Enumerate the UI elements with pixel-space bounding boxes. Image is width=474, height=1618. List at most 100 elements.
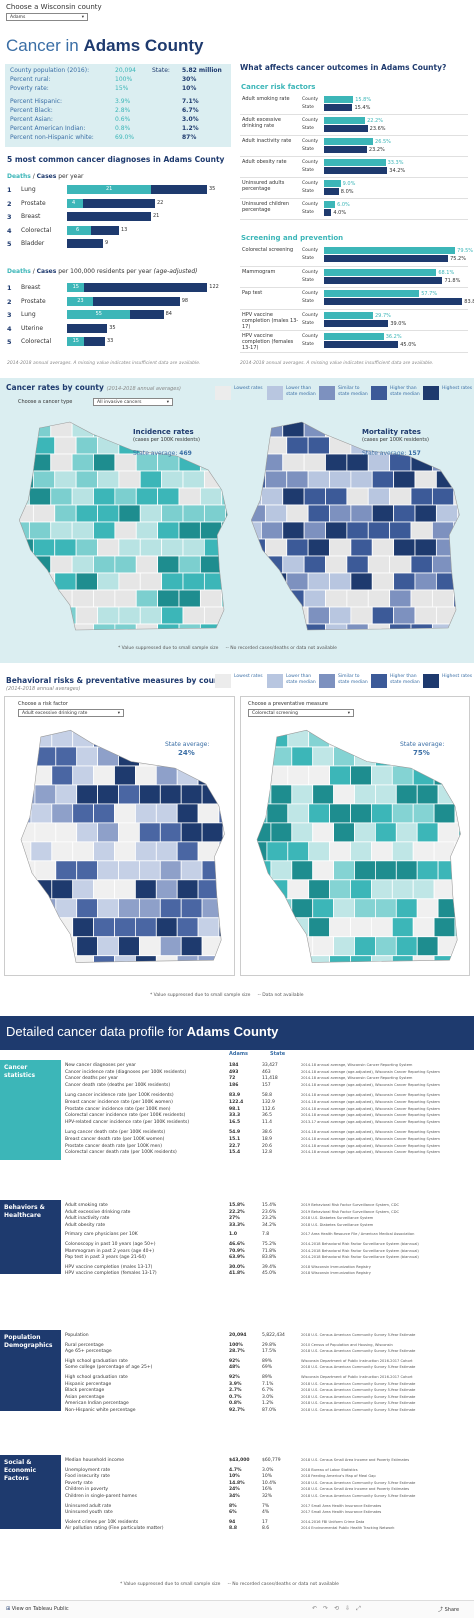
county-shape[interactable] — [431, 589, 455, 608]
county-shape[interactable] — [114, 521, 137, 540]
county-shape[interactable] — [395, 784, 418, 805]
county-shape[interactable] — [225, 436, 233, 455]
county-shape[interactable] — [180, 822, 203, 843]
county-shape[interactable] — [93, 589, 116, 608]
county-shape[interactable] — [118, 746, 140, 767]
county-shape[interactable] — [416, 746, 439, 767]
county-shape[interactable] — [329, 572, 352, 591]
county-shape[interactable] — [30, 728, 53, 748]
county-shape[interactable] — [114, 879, 136, 900]
county-shape[interactable] — [182, 470, 205, 489]
county-shape[interactable] — [367, 555, 391, 574]
county-shape[interactable] — [312, 784, 334, 805]
county-shape[interactable] — [346, 623, 369, 635]
county-shape[interactable] — [75, 606, 98, 625]
county-shape[interactable] — [51, 841, 74, 862]
undo-icon[interactable]: ↶ — [312, 1605, 324, 1612]
county-shape[interactable] — [287, 955, 310, 968]
county-shape[interactable] — [371, 572, 395, 591]
county-shape[interactable] — [34, 936, 57, 957]
county-shape[interactable] — [10, 955, 32, 968]
county-shape[interactable] — [453, 420, 465, 438]
county-shape[interactable] — [221, 623, 233, 635]
county-shape[interactable] — [308, 955, 331, 968]
county-shape[interactable] — [118, 572, 141, 591]
county-shape[interactable] — [139, 504, 163, 523]
county-shape[interactable] — [371, 917, 393, 938]
county-shape[interactable] — [264, 470, 288, 489]
county-shape[interactable] — [222, 784, 230, 805]
county-shape[interactable] — [222, 860, 230, 881]
county-shape[interactable] — [457, 436, 465, 455]
county-shape[interactable] — [76, 936, 98, 957]
county-shape[interactable] — [350, 841, 372, 862]
county-shape[interactable] — [14, 936, 36, 957]
county-shape[interactable] — [176, 841, 199, 862]
county-shape[interactable] — [270, 860, 293, 881]
county-shape[interactable] — [412, 728, 435, 748]
county-shape[interactable] — [410, 623, 433, 635]
county-shape[interactable] — [28, 420, 52, 438]
county-shape[interactable] — [260, 453, 284, 472]
county-shape[interactable] — [458, 898, 466, 919]
county-shape[interactable] — [55, 936, 78, 957]
county-shape[interactable] — [76, 746, 98, 767]
county-shape[interactable] — [266, 955, 289, 968]
county-shape[interactable] — [350, 955, 372, 968]
county-shape[interactable] — [391, 728, 414, 748]
county-shape[interactable] — [10, 803, 32, 824]
county-shape[interactable] — [329, 504, 352, 523]
county-shape[interactable] — [34, 860, 57, 881]
county-shape[interactable] — [8, 589, 30, 608]
county-shape[interactable] — [307, 504, 330, 523]
county-shape[interactable] — [282, 420, 305, 438]
county-shape[interactable] — [308, 728, 331, 748]
county-shape[interactable] — [135, 555, 159, 574]
county-shape[interactable] — [155, 803, 178, 824]
county-shape[interactable] — [244, 470, 266, 489]
county-shape[interactable] — [97, 470, 120, 489]
county-shape[interactable] — [30, 765, 53, 786]
county-shape[interactable] — [266, 728, 289, 748]
county-shape[interactable] — [291, 822, 314, 843]
county-shape[interactable] — [308, 917, 331, 938]
county-shape[interactable] — [412, 879, 435, 900]
county-shape[interactable] — [270, 784, 293, 805]
county-shape[interactable] — [30, 955, 53, 968]
county-shape[interactable] — [75, 572, 98, 591]
mortality-map[interactable] — [240, 420, 465, 635]
county-shape[interactable] — [350, 606, 373, 625]
county-shape[interactable] — [433, 728, 456, 748]
county-shape[interactable] — [457, 470, 465, 489]
county-shape[interactable] — [312, 746, 334, 767]
county-shape[interactable] — [329, 470, 352, 489]
county-shape[interactable] — [139, 470, 163, 489]
county-shape[interactable] — [8, 623, 30, 635]
county-shape[interactable] — [178, 521, 201, 540]
county-shape[interactable] — [395, 822, 418, 843]
county-shape[interactable] — [201, 822, 224, 843]
county-shape[interactable] — [178, 623, 201, 635]
county-shape[interactable] — [51, 879, 74, 900]
county-shape[interactable] — [286, 436, 309, 455]
county-shape[interactable] — [54, 470, 77, 489]
county-shape[interactable] — [76, 822, 98, 843]
county-shape[interactable] — [32, 470, 56, 489]
county-shape[interactable] — [71, 589, 94, 608]
county-shapes[interactable] — [246, 728, 466, 968]
county-shape[interactable] — [71, 487, 94, 506]
county-shape[interactable] — [308, 765, 331, 786]
county-shape[interactable] — [12, 436, 34, 455]
county-shape[interactable] — [71, 555, 94, 574]
county-shape[interactable] — [329, 917, 351, 938]
county-shape[interactable] — [114, 841, 136, 862]
county-shape[interactable] — [312, 822, 334, 843]
county-shape[interactable] — [76, 784, 98, 805]
county-shape[interactable] — [414, 470, 437, 489]
county-shape[interactable] — [454, 841, 466, 862]
county-shape[interactable] — [458, 860, 466, 881]
county-shape[interactable] — [391, 879, 414, 900]
county-shape[interactable] — [414, 572, 437, 591]
county-shape[interactable] — [270, 936, 293, 957]
county-shape[interactable] — [454, 728, 466, 748]
